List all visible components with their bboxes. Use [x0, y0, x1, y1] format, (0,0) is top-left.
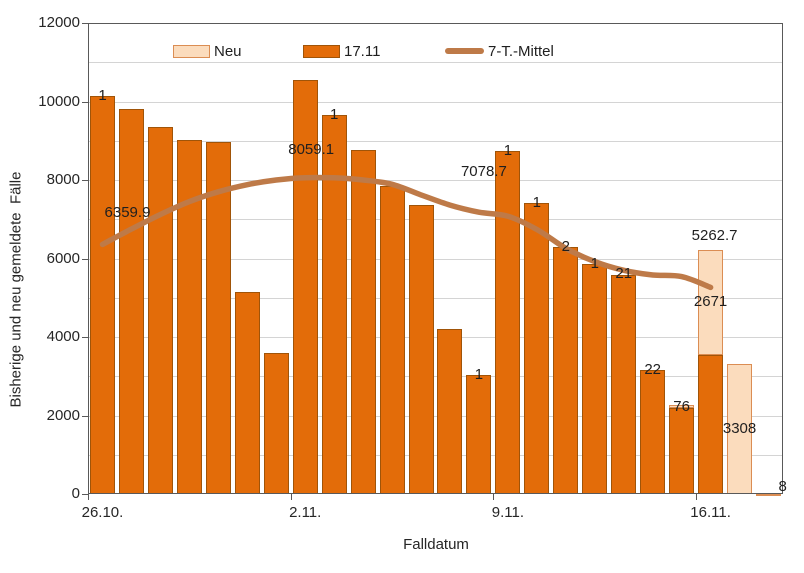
- x-axis-title: Falldatum: [403, 536, 469, 553]
- legend-item-7-t-mittel: 7-T.-Mittel: [445, 40, 554, 62]
- y-axis-tick-mark: [82, 415, 88, 417]
- bar-segment-previous: [582, 263, 608, 494]
- bar-segment-previous: [379, 185, 405, 494]
- bar-segment-previous: [611, 274, 637, 494]
- gridline: [88, 140, 783, 142]
- y-axis-tick-mark: [82, 101, 88, 103]
- trend-line-path: [99, 174, 714, 291]
- bar-segment-previous: [263, 353, 289, 494]
- plot-border-right: [782, 23, 783, 494]
- legend-label: Neu: [214, 42, 242, 60]
- x-axis-tick-label: 16.11.: [690, 504, 731, 521]
- legend-label: 17.11: [344, 42, 381, 60]
- y-axis-tick-label: 2000: [46, 406, 80, 424]
- y-axis-tick-label: 8000: [46, 171, 80, 188]
- x-axis-tick-label: 9.11.: [491, 504, 525, 521]
- bar-segment-previous: [669, 408, 695, 494]
- y-axis-tick-label: 12000: [38, 14, 80, 31]
- bar-segment-previous: [495, 150, 521, 494]
- bar-data-label: 1: [474, 366, 484, 384]
- x-axis-line: [88, 493, 783, 494]
- x-axis-tick-mark: [696, 494, 698, 500]
- y-axis-tick-label: 10000: [38, 92, 80, 110]
- legend: Neu 17.11 7-T.-Mittel: [88, 40, 783, 62]
- bar-data-label: 1: [532, 193, 542, 211]
- plot-area: 1 1 1 1 1 2 1 21 22 76 2671 3308 8 6359.9 8059.1 7078.7…: [88, 23, 787, 496]
- x-axis-tick-mark: [88, 494, 89, 500]
- gridline: [88, 415, 783, 417]
- legend-label: 7-T.-Mittel: [488, 42, 554, 60]
- bar-segment-previous: [147, 126, 173, 494]
- y-axis-line: [88, 23, 89, 494]
- gridline: [88, 297, 783, 299]
- legend-item-neu: Neu: [173, 40, 242, 62]
- bar-segment-neu: [669, 405, 695, 409]
- bar-data-label: 21: [615, 265, 633, 283]
- bar-data-label: 1: [329, 105, 339, 123]
- y-axis-tick-mark: [82, 494, 88, 495]
- gridline: [88, 180, 783, 181]
- x-axis-tick-mark: [493, 494, 495, 500]
- legend-swatch-icon: [303, 44, 340, 58]
- y-axis-tick-mark: [82, 337, 88, 338]
- bar-segment-previous: [437, 329, 463, 494]
- bar-segment-previous: [640, 369, 666, 494]
- line-data-label: 5262.7: [691, 227, 738, 245]
- y-axis-title: Bisherige und neu gemeldete Fälle: [7, 171, 25, 408]
- bar-segment-neu: [698, 249, 724, 355]
- gridline: [88, 62, 783, 64]
- legend-swatch-icon: [445, 48, 484, 54]
- bar-segment-previous: [466, 375, 492, 494]
- bar-data-label: 1: [590, 254, 599, 272]
- bar-data-label: 22: [644, 360, 662, 378]
- bar-segment-previous: [89, 95, 115, 494]
- seven-day-average-line: [99, 174, 714, 291]
- gridline: [88, 101, 783, 103]
- bar-segment-previous: [553, 246, 579, 494]
- line-data-label: 6359.9: [104, 204, 151, 222]
- x-axis-tick-label: 26.10.: [81, 504, 124, 521]
- bar-segment-previous: [524, 202, 550, 494]
- bar-data-label: 3308: [722, 420, 757, 438]
- line-data-label: 8059.1: [288, 140, 335, 158]
- bar-data-label: 1: [503, 141, 513, 159]
- bar-segment-previous: [408, 204, 434, 494]
- line-data-label: 7078.7: [460, 163, 507, 181]
- bar-segment-previous: [205, 142, 231, 494]
- plot-border-top: [88, 23, 783, 24]
- bar-data-label: 2: [561, 237, 570, 255]
- bar-data-label: 1: [98, 86, 107, 104]
- gridline: [88, 376, 783, 378]
- y-axis-tick-label: 6000: [46, 249, 80, 267]
- y-axis-tick-mark: [82, 180, 88, 181]
- x-axis-tick-mark: [290, 494, 292, 500]
- bar-data-label: 8: [778, 478, 787, 495]
- bar-segment-previous: [350, 149, 376, 494]
- y-axis-tick-mark: [82, 23, 88, 24]
- gridline: [88, 454, 783, 456]
- bar-segment-previous: [698, 354, 724, 494]
- x-axis-tick-label: 2.11.: [289, 504, 322, 521]
- legend-item-17-11: 17.11: [303, 40, 380, 62]
- y-axis-tick-mark: [82, 258, 88, 260]
- bar-data-label: 2671: [693, 293, 728, 311]
- y-axis-tick-label: 0: [71, 485, 80, 502]
- bar-data-label: 76: [673, 397, 690, 415]
- y-axis-tick-label: 4000: [46, 328, 80, 345]
- legend-swatch-icon: [173, 44, 210, 58]
- bar-segment-previous: [118, 109, 144, 494]
- bar-segment-neu: [756, 493, 782, 496]
- bar-segment-neu: [727, 364, 753, 494]
- gridline: [88, 258, 783, 260]
- bar-segment-previous: [234, 292, 260, 494]
- gridline: [88, 219, 783, 221]
- gridline: [88, 337, 783, 338]
